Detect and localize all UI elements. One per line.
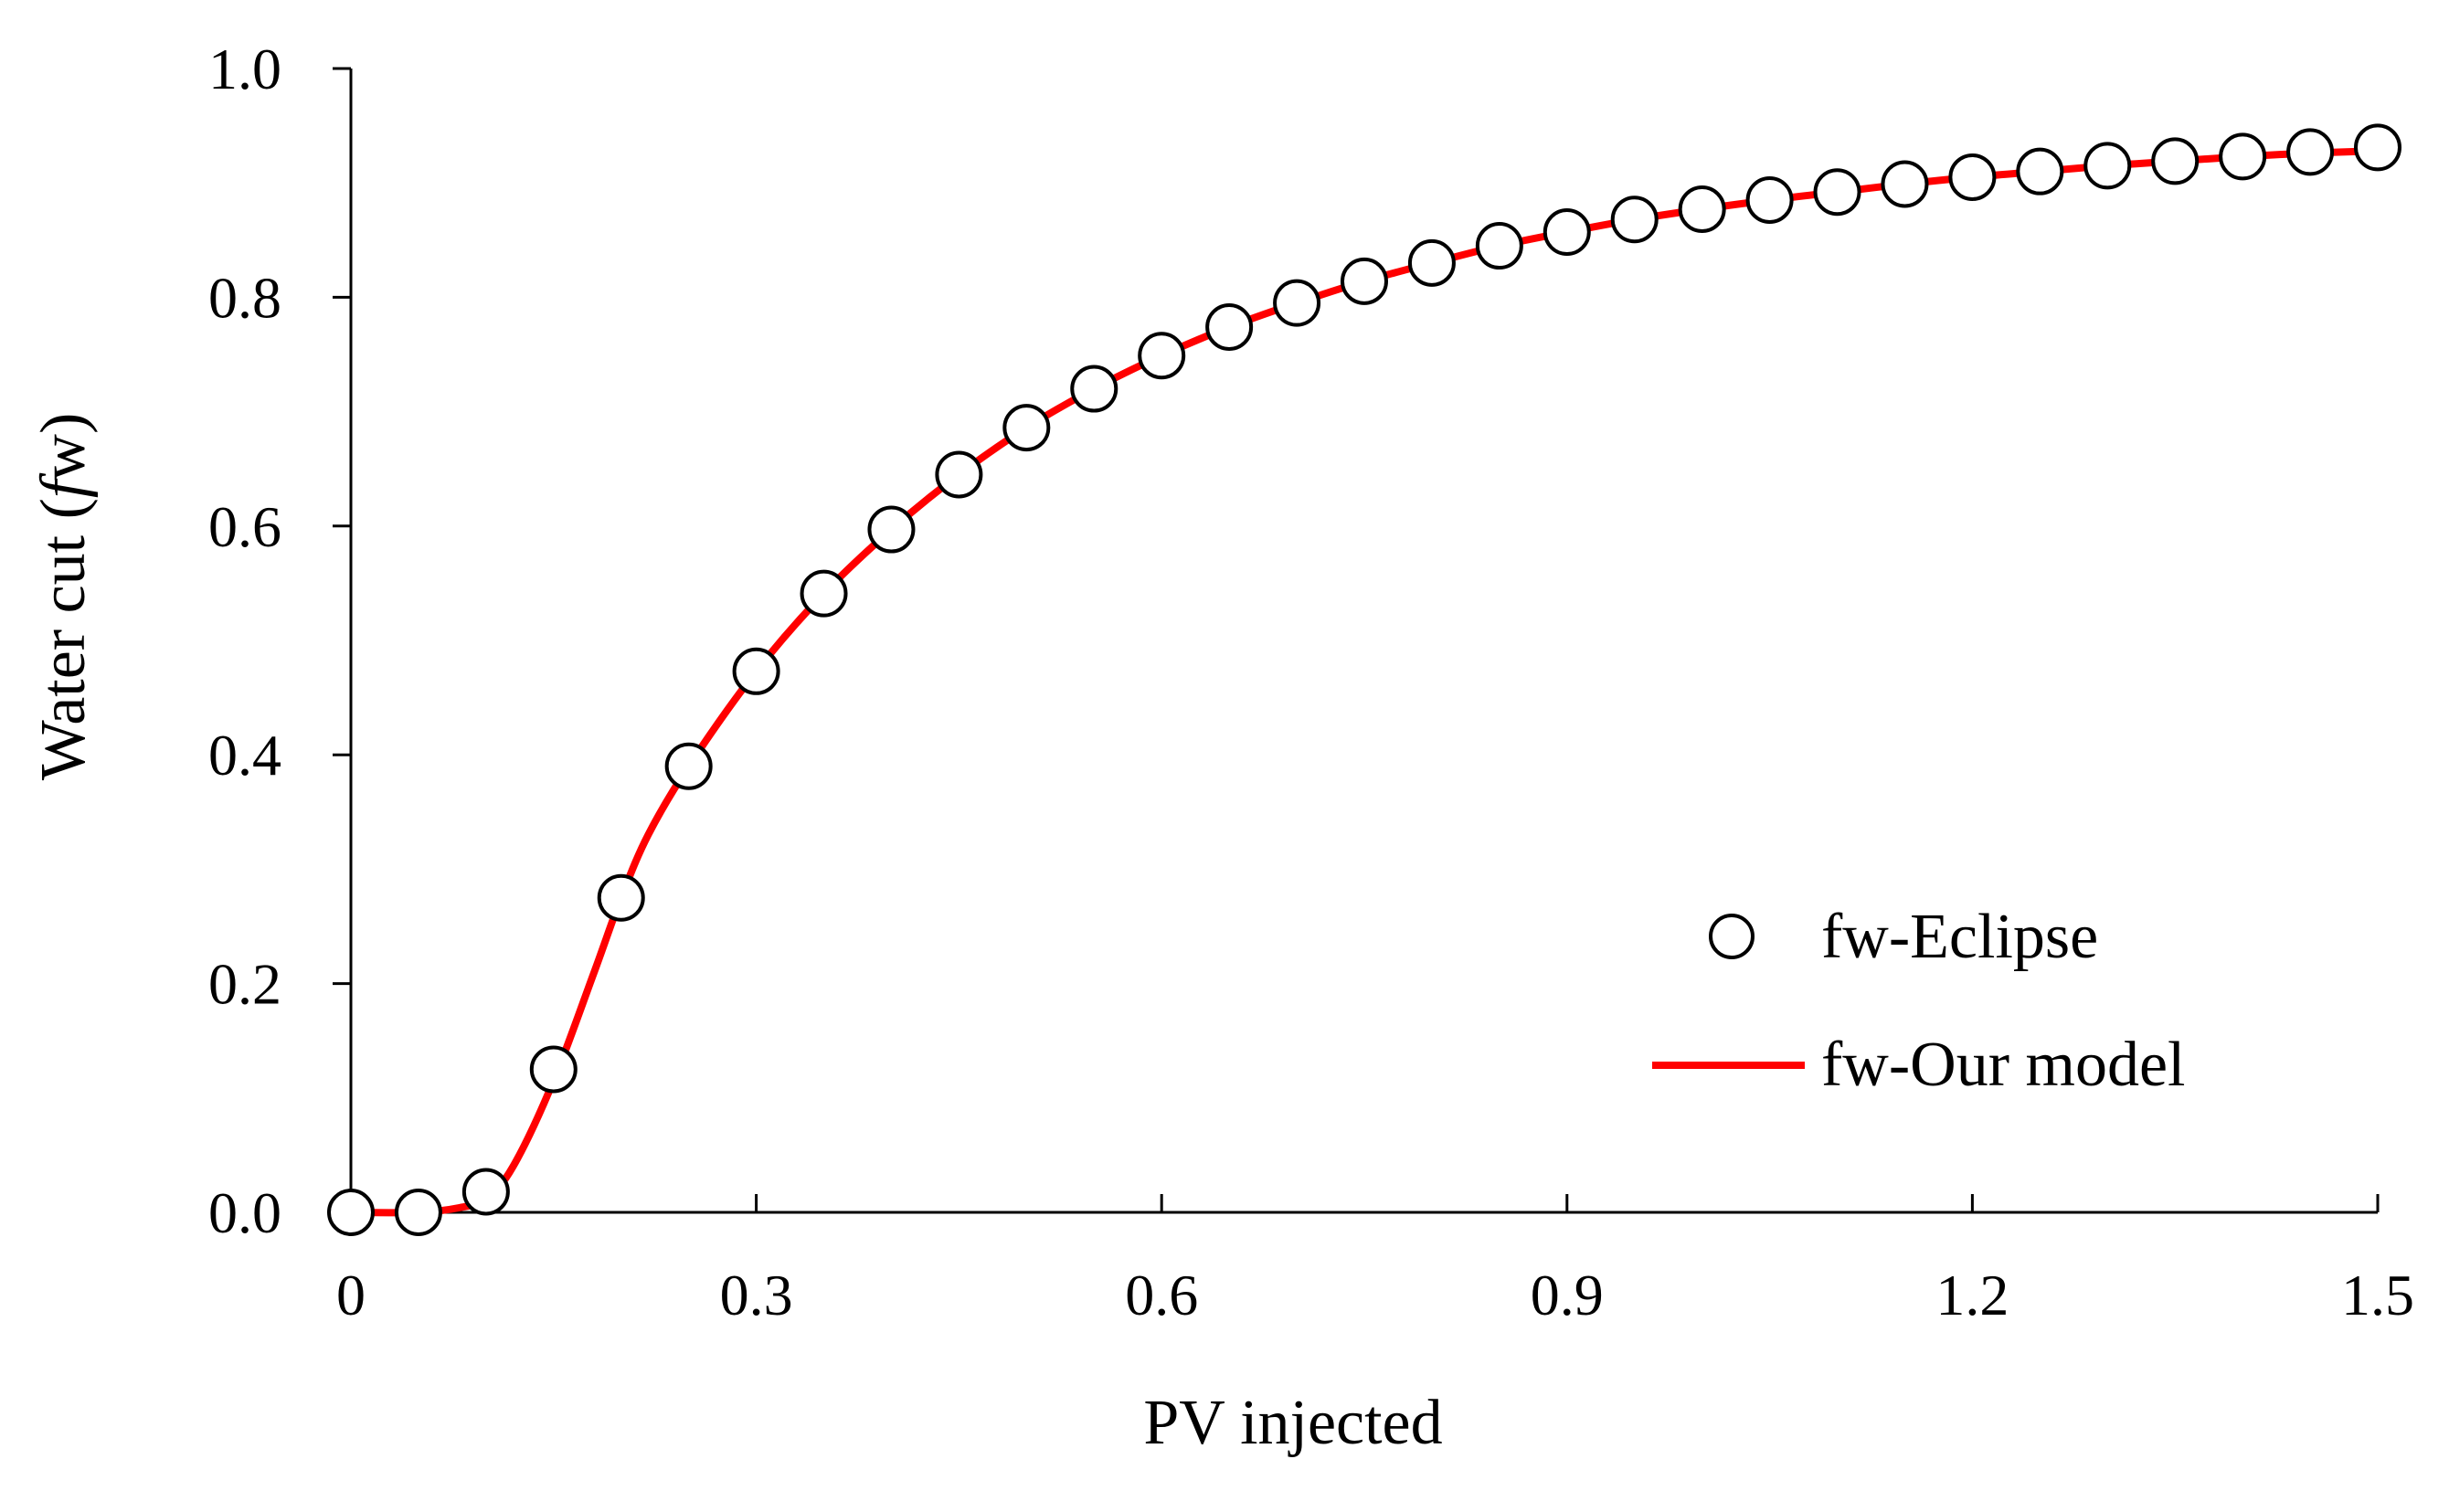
series-points-fw-eclipse <box>327 123 2401 1236</box>
legend: fw-Eclipse fw-Our model <box>1652 902 2186 1100</box>
data-point-fw-eclipse <box>935 450 983 499</box>
data-point-fw-eclipse <box>1745 175 1794 224</box>
data-point-fw-eclipse <box>1273 279 1321 327</box>
data-point-fw-eclipse <box>1002 404 1051 452</box>
data-point-fw-eclipse <box>732 647 780 695</box>
y-axis-title-suffix: w) <box>28 413 99 481</box>
y-tick-label: 0.8 <box>208 265 281 330</box>
data-point-fw-eclipse <box>1205 302 1254 351</box>
x-tick-label: 1.2 <box>1935 1263 2009 1327</box>
y-tick-label: 0.6 <box>208 494 281 559</box>
x-ticks: 0 0.3 0.6 0.9 1.2 1.5 <box>336 1194 2414 1327</box>
data-point-fw-eclipse <box>2016 147 2064 196</box>
y-axis-title-prefix: Water cut ( <box>28 498 99 780</box>
data-point-fw-eclipse <box>1341 257 1388 305</box>
legend-label-fw-eclipse: fw-Eclipse <box>1821 902 2098 972</box>
data-point-fw-eclipse <box>1543 208 1591 257</box>
data-point-fw-eclipse <box>664 742 713 790</box>
y-tick-label: 0.2 <box>208 952 281 1017</box>
data-point-fw-eclipse <box>529 1045 578 1094</box>
y-tick-label: 0.0 <box>208 1180 281 1245</box>
data-point-fw-eclipse <box>2083 142 2132 190</box>
data-point-fw-eclipse <box>2151 137 2200 185</box>
data-point-fw-eclipse <box>1881 160 1929 208</box>
data-point-fw-eclipse <box>1678 185 1726 233</box>
data-point-fw-eclipse <box>1948 153 1997 201</box>
x-tick-label: 0 <box>336 1263 366 1327</box>
x-axis-title: PV injected <box>1143 1388 1442 1458</box>
data-point-fw-eclipse <box>1813 168 1861 217</box>
data-point-fw-eclipse <box>2286 128 2335 176</box>
data-point-fw-eclipse <box>394 1189 442 1236</box>
x-tick-label: 0.9 <box>1531 1263 1604 1327</box>
legend-label-fw-our-model: fw-Our model <box>1821 1030 2186 1100</box>
x-tick-label: 0.3 <box>720 1263 793 1327</box>
x-tick-label: 0.6 <box>1125 1263 1198 1327</box>
x-tick-label: 1.5 <box>2341 1263 2414 1327</box>
data-point-fw-eclipse <box>1138 332 1186 380</box>
data-point-fw-eclipse <box>461 1168 510 1216</box>
y-axis-title: Water cut (fw) <box>28 413 99 781</box>
data-point-fw-eclipse <box>1407 238 1456 287</box>
data-point-fw-eclipse <box>327 1189 375 1236</box>
y-tick-label: 1.0 <box>208 37 281 101</box>
legend-marker-fw-eclipse <box>1709 914 1755 959</box>
data-point-fw-eclipse <box>1475 222 1523 270</box>
data-point-fw-eclipse <box>597 873 645 922</box>
axes: 0 0.3 0.6 0.9 1.2 1.5 0.0 0.2 0.4 0.6 0.8 1.0 <box>208 37 2414 1327</box>
data-point-fw-eclipse <box>1610 196 1659 244</box>
plot-area <box>327 123 2401 1236</box>
data-point-fw-eclipse <box>800 569 848 618</box>
data-point-fw-eclipse <box>867 505 916 554</box>
data-point-fw-eclipse <box>2219 132 2267 181</box>
data-point-fw-eclipse <box>2354 123 2401 172</box>
data-point-fw-eclipse <box>1070 365 1118 413</box>
y-tick-label: 0.4 <box>208 723 281 788</box>
y-ticks: 0.0 0.2 0.4 0.6 0.8 1.0 <box>208 37 351 1245</box>
